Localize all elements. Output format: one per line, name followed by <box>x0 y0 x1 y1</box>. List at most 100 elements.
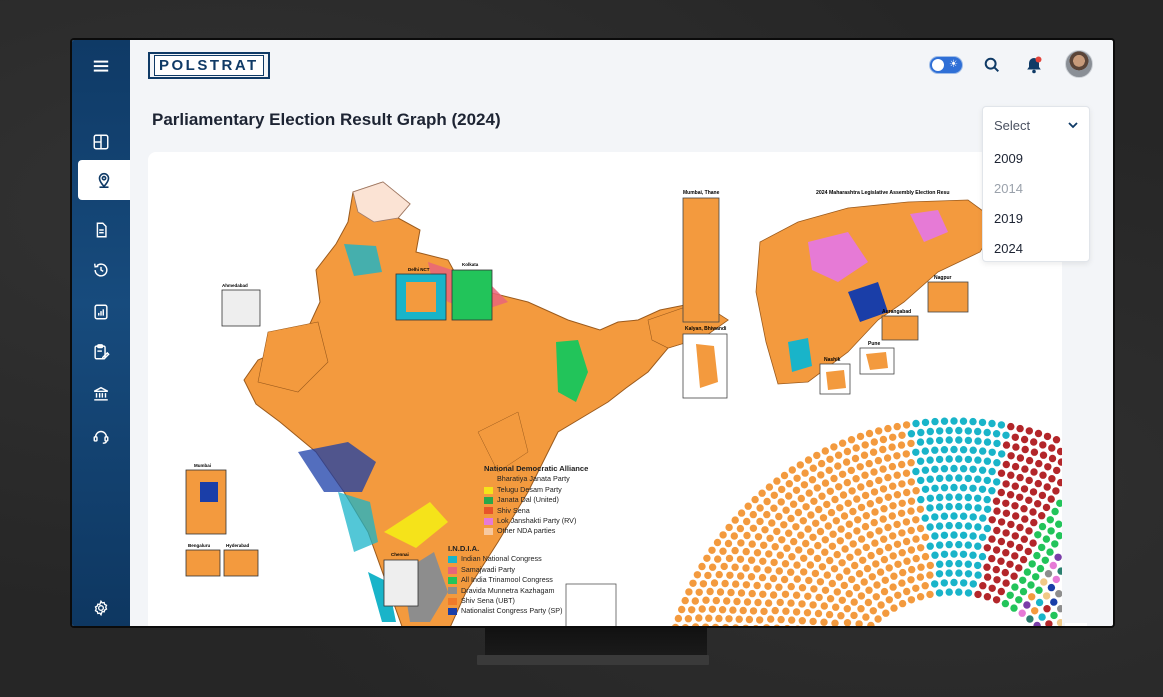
seat-dot <box>1015 596 1023 604</box>
seat-dot <box>815 505 823 514</box>
seat-dot <box>857 605 865 613</box>
seat-dot <box>875 476 883 485</box>
seat-dot <box>983 457 992 465</box>
seat-dot <box>1002 431 1010 439</box>
seat-dot <box>773 477 781 485</box>
institution-icon[interactable] <box>72 374 130 414</box>
user-avatar[interactable] <box>1065 50 1093 78</box>
seat-dot <box>1038 522 1047 531</box>
year-option-2009[interactable]: 2009 <box>994 150 1023 166</box>
notification-bell-icon[interactable] <box>1021 52 1047 78</box>
seat-dot <box>800 481 809 489</box>
legend-swatch <box>448 566 457 574</box>
year-option-2019[interactable]: 2019 <box>994 210 1023 226</box>
legend-india-title: I.N.D.I.A. <box>448 544 480 553</box>
seat-dot <box>818 492 826 500</box>
seat-dot <box>880 535 888 543</box>
seat-dot <box>704 571 712 580</box>
seat-dot <box>884 424 892 433</box>
seat-dot <box>1020 485 1029 493</box>
seat-dot <box>1031 607 1039 615</box>
seat-dot <box>841 545 849 553</box>
seat-dot <box>820 618 828 626</box>
seat-dot <box>862 512 870 520</box>
seat-dot <box>898 499 906 507</box>
odisha-region <box>477 411 529 473</box>
seat-dot <box>1011 462 1020 471</box>
history-icon[interactable] <box>72 250 130 290</box>
seat-dot <box>753 549 762 557</box>
seat-dot <box>1019 555 1028 564</box>
seat-dot <box>834 462 842 470</box>
seat-dot <box>907 459 915 467</box>
seat-dot <box>807 511 815 519</box>
seat-dot <box>834 451 843 459</box>
seat-dot <box>832 603 840 611</box>
seat-dot <box>1034 429 1043 438</box>
year-select-placeholder: Select <box>994 117 1031 133</box>
seat-dot <box>729 606 737 614</box>
year-option-2014: 2014 <box>994 180 1023 196</box>
report-icon[interactable] <box>72 292 130 332</box>
seat-dot <box>997 518 1006 526</box>
seat-dot <box>852 444 860 452</box>
seat-dot <box>908 565 916 574</box>
clipboard-edit-icon[interactable] <box>72 332 130 372</box>
year-select-dropdown[interactable]: Select 2009 2014 2019 2024 <box>982 106 1090 262</box>
seat-dot <box>754 533 763 541</box>
seat-dot <box>848 487 856 495</box>
seat-dot <box>764 582 772 590</box>
theme-toggle[interactable]: ☀ <box>929 56 963 74</box>
seat-dot <box>1006 540 1015 548</box>
seat-dot <box>876 568 885 576</box>
legend-swatch <box>484 507 493 515</box>
seat-dot <box>1016 473 1024 482</box>
document-icon[interactable] <box>72 210 130 250</box>
year-select-trigger[interactable]: Select <box>983 107 1089 143</box>
brand-logo[interactable]: POLSTRAT <box>148 52 270 79</box>
seat-dot <box>836 537 844 545</box>
seat-dot <box>804 456 813 464</box>
chevron-down-icon <box>1068 121 1078 128</box>
sun-icon: ☀ <box>949 59 958 70</box>
seat-dot <box>1006 491 1015 499</box>
legend-item: Samajwadi Party <box>448 565 562 575</box>
seat-dot <box>1048 444 1056 452</box>
menu-icon[interactable] <box>72 46 130 86</box>
seat-dot <box>974 523 982 531</box>
seat-dot <box>815 593 823 602</box>
seat-dot <box>899 568 907 577</box>
seat-dot <box>926 571 934 579</box>
legend-label: Telugu Desam Party <box>497 484 562 494</box>
seat-dot <box>869 448 878 456</box>
seat-dot <box>720 562 728 571</box>
seat-dot <box>810 497 818 505</box>
seat-dot <box>748 589 756 598</box>
seat-dot <box>931 484 939 492</box>
support-headset-icon[interactable] <box>72 416 130 456</box>
seat-dot <box>684 615 693 623</box>
seat-dot <box>1055 590 1062 598</box>
seat-dot <box>857 592 866 600</box>
seat-dot <box>733 597 741 606</box>
search-icon[interactable] <box>979 52 1005 78</box>
legend-swatch <box>484 528 493 536</box>
seat-dot <box>1036 564 1045 573</box>
year-option-2024[interactable]: 2024 <box>994 240 1023 256</box>
scroll-indicator[interactable] <box>1065 623 1087 626</box>
legend-item: Nationalist Congress Party (SP) <box>448 606 562 616</box>
seat-dot <box>682 624 689 626</box>
dashboard-icon[interactable] <box>72 122 130 162</box>
seat-dot <box>1030 438 1038 446</box>
seat-dot <box>804 592 812 600</box>
settings-icon[interactable] <box>72 588 130 626</box>
seat-dot <box>993 478 1001 486</box>
seat-dot <box>898 431 906 439</box>
seat-dot <box>809 464 817 472</box>
seat-dot <box>1011 502 1019 510</box>
seat-dot <box>821 536 829 544</box>
seat-dot <box>712 596 720 605</box>
seat-dot <box>1052 487 1060 495</box>
location-pin-icon[interactable] <box>78 160 130 200</box>
seat-dot <box>764 599 773 607</box>
